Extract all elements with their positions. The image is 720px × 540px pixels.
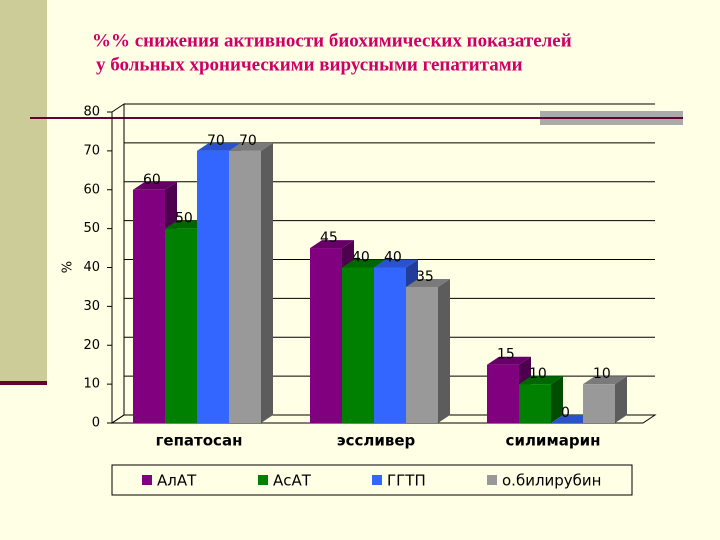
bar (487, 364, 519, 423)
bar (229, 150, 261, 423)
legend-label: АсАТ (273, 472, 312, 490)
bar (374, 267, 406, 423)
y-tick-label: 70 (83, 143, 100, 158)
value-label: 10 (529, 366, 547, 382)
value-label: 50 (175, 211, 193, 227)
legend-swatch (372, 475, 382, 485)
bar (197, 150, 229, 423)
strip-line (0, 381, 47, 385)
bar (406, 286, 438, 423)
bar (583, 384, 615, 423)
bar (519, 384, 551, 423)
x-tick-label: силимарин (506, 432, 601, 450)
legend-label: ГГТП (387, 472, 426, 490)
legend-swatch (142, 475, 152, 485)
title-line: %% снижения активности биохимических пок… (92, 30, 572, 51)
value-label: 40 (384, 250, 402, 266)
bar-top (406, 278, 450, 287)
value-label: 15 (497, 347, 515, 363)
bar-side (438, 278, 450, 423)
y-axis-label: % (61, 261, 76, 273)
legend-swatch (258, 475, 268, 485)
legend-label: АлАТ (157, 472, 197, 490)
y-tick-label: 0 (92, 416, 100, 431)
y-tick-label: 40 (83, 260, 100, 275)
title-line: у больных хроническими вирусными гепатит… (96, 54, 523, 75)
value-label: 10 (593, 366, 611, 382)
bar-top (229, 142, 273, 151)
value-label: 40 (352, 250, 370, 266)
bar-top (519, 376, 563, 385)
x-tick-label: гепатосан (156, 432, 243, 450)
y-tick-label: 20 (83, 338, 100, 353)
value-label: 35 (416, 269, 434, 285)
bar-top (342, 259, 386, 268)
y-tick-label: 30 (83, 299, 100, 314)
legend-label: о.билирубин (502, 472, 602, 490)
y-tick-label: 50 (83, 221, 100, 236)
bar-top (310, 240, 354, 249)
y-tick-label: 60 (83, 182, 100, 197)
side-strip (0, 0, 47, 383)
bar-top (133, 181, 177, 190)
x-tick-label: эссливер (337, 432, 416, 450)
bar (342, 267, 374, 423)
bar-side (615, 376, 627, 423)
value-label: 60 (143, 172, 161, 188)
value-label: 45 (320, 230, 338, 246)
bar-top (583, 376, 627, 385)
value-label: 70 (207, 133, 225, 149)
value-label: 0 (561, 405, 570, 421)
bar-top (197, 142, 241, 151)
value-label: 70 (239, 133, 257, 149)
legend-box (111, 464, 633, 496)
bar-side (261, 142, 273, 423)
bar (165, 228, 197, 423)
bar-top (374, 259, 418, 268)
bar (133, 189, 165, 423)
y-tick-label: 80 (83, 105, 100, 120)
y-tick-label: 10 (83, 377, 100, 392)
bar (310, 248, 342, 423)
bar-top (487, 356, 531, 365)
bar-side (551, 376, 563, 423)
legend-swatch (487, 475, 497, 485)
